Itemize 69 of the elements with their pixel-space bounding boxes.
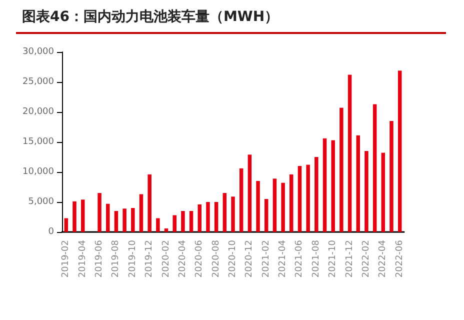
y-tick-label: 25,000 — [22, 77, 54, 87]
x-tick-label: 2021-06 — [294, 240, 305, 278]
bar — [122, 208, 126, 232]
x-tick-label: 2020-06 — [194, 240, 205, 278]
x-tick-label: 2022-06 — [394, 240, 405, 278]
bar — [98, 193, 102, 232]
bar — [231, 196, 235, 232]
bar — [390, 121, 394, 232]
y-tick-label: 0 — [48, 227, 54, 237]
x-tick-label: 2022-04 — [378, 240, 388, 278]
y-tick-label: 10,000 — [22, 167, 54, 177]
bar — [398, 70, 402, 232]
x-tick-label: 2019-02 — [61, 240, 72, 278]
bar — [164, 228, 168, 232]
bar — [331, 140, 335, 232]
x-tick-label: 2020-10 — [228, 240, 238, 278]
bar — [356, 135, 360, 232]
x-tick-label: 2021-02 — [261, 240, 272, 278]
x-tick-label: 2019-08 — [111, 240, 122, 278]
x-tick-label: 2021-08 — [311, 240, 322, 278]
bar — [306, 164, 310, 232]
bar — [381, 152, 386, 232]
chart-title: 图表46：国内动力电池装车量（MWH） — [22, 8, 279, 26]
x-tick-label: 2021-04 — [278, 240, 288, 278]
x-tick-label: 2021-12 — [344, 240, 355, 278]
bar — [239, 168, 244, 232]
bar — [189, 211, 194, 232]
bar — [290, 174, 294, 232]
bar — [348, 74, 352, 232]
bar — [372, 104, 377, 232]
x-tick-label: 2020-12 — [244, 240, 255, 278]
bar — [106, 204, 110, 232]
y-tick-label: 15,000 — [22, 137, 54, 147]
x-tick-label: 2020-02 — [161, 240, 172, 278]
x-tick-label: 2019-12 — [144, 240, 155, 278]
bar — [64, 218, 68, 232]
bar — [114, 211, 118, 232]
bar — [148, 174, 152, 232]
bar — [281, 182, 285, 232]
bar — [256, 181, 260, 232]
bar — [131, 208, 135, 232]
y-tick-label: 5,000 — [28, 197, 54, 207]
x-tick-label: 2020-08 — [211, 240, 222, 278]
x-tick-label: 2022-02 — [361, 240, 372, 278]
y-tick-label: 20,000 — [22, 107, 54, 117]
bar — [206, 202, 210, 232]
bar — [181, 211, 185, 232]
bar — [322, 138, 327, 232]
x-tick-label: 2019-04 — [78, 240, 88, 278]
x-tick-label: 2019-10 — [128, 240, 138, 278]
bar — [314, 157, 318, 232]
bar — [264, 199, 268, 232]
bar — [214, 202, 218, 232]
bar — [80, 200, 85, 232]
bar — [198, 204, 202, 232]
bar — [248, 154, 252, 232]
bar — [72, 201, 76, 232]
x-tick-label: 2020-04 — [178, 240, 188, 278]
bar — [172, 215, 176, 232]
bar — [139, 194, 144, 232]
x-tick-label: 2021-10 — [328, 240, 338, 278]
bar — [272, 178, 277, 232]
y-tick-label: 30,000 — [22, 47, 54, 57]
bar — [340, 108, 344, 232]
x-tick-label: 2019-06 — [94, 240, 105, 278]
bar — [298, 166, 302, 232]
bar — [364, 151, 368, 232]
bar — [222, 193, 227, 232]
bar — [156, 218, 160, 232]
